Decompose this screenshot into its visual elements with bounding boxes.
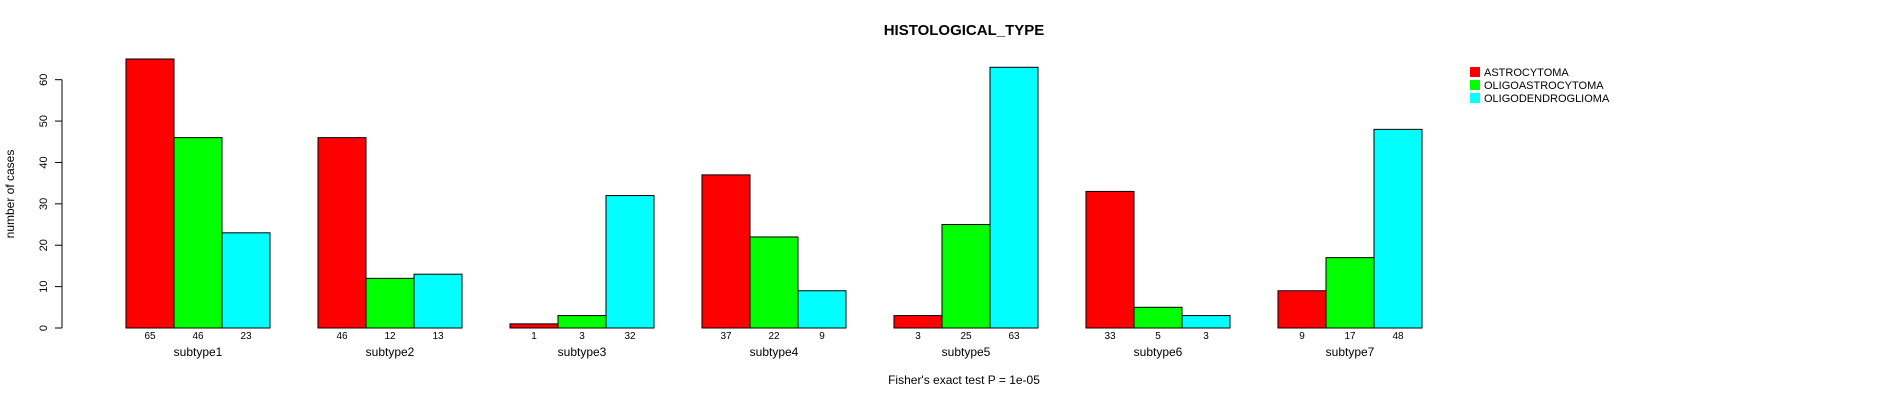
bar [989, 66, 1039, 329]
data-label: 23 [240, 331, 252, 342]
data-label: 33 [1104, 331, 1116, 342]
bar [317, 137, 367, 329]
bar [605, 195, 655, 329]
data-label: 37 [720, 331, 732, 342]
category-label: subtype3 [558, 345, 607, 359]
legend-swatch [1470, 93, 1480, 103]
data-label: 13 [432, 331, 444, 342]
data-label: 25 [960, 331, 972, 342]
bar [413, 273, 463, 329]
bar-group-subtype3: 1 3 32 subtype3 [509, 195, 655, 359]
bar [557, 315, 607, 329]
data-label: 17 [1344, 331, 1356, 342]
bar [1085, 190, 1135, 329]
bar [125, 58, 175, 329]
y-tick-label: 60 [38, 74, 50, 86]
data-label: 46 [336, 331, 348, 342]
legend: ASTROCYTOMAOLIGOASTROCYTOMAOLIGODENDROGL… [1470, 67, 1610, 105]
bar [173, 137, 223, 329]
bar-group-subtype7: 9 17 48 subtype7 [1277, 128, 1423, 359]
bar [941, 224, 991, 329]
data-label: 1 [531, 331, 537, 342]
legend-label: ASTROCYTOMA [1484, 67, 1569, 79]
data-label: 3 [579, 331, 585, 342]
bar [749, 236, 799, 329]
legend-swatch [1470, 80, 1480, 90]
bar [1277, 290, 1327, 329]
data-label: 63 [1008, 331, 1020, 342]
y-tick-label: 10 [38, 280, 50, 292]
data-label: 9 [1299, 331, 1305, 342]
bar [509, 323, 559, 329]
data-label: 48 [1392, 331, 1404, 342]
bar [797, 290, 847, 329]
category-label: subtype1 [174, 345, 223, 359]
bar-group-subtype6: 33 5 3 subtype6 [1085, 190, 1231, 359]
category-label: subtype7 [1326, 345, 1375, 359]
bar-group-subtype4: 37 22 9 subtype4 [701, 174, 847, 359]
bar-group-subtype5: 3 25 63 subtype5 [893, 66, 1039, 359]
bar [1181, 315, 1231, 329]
bar [1373, 128, 1423, 329]
bar [701, 174, 751, 329]
bar [365, 277, 415, 329]
y-axis-label: number of cases [3, 150, 17, 239]
data-label: 3 [1203, 331, 1209, 342]
data-label: 46 [192, 331, 204, 342]
chart-title: HISTOLOGICAL_TYPE [884, 22, 1045, 39]
data-label: 3 [915, 331, 921, 342]
data-label: 22 [768, 331, 780, 342]
category-label: subtype5 [942, 345, 991, 359]
data-label: 5 [1155, 331, 1161, 342]
bar [1325, 257, 1375, 329]
data-label: 32 [624, 331, 636, 342]
legend-label: OLIGOASTROCYTOMA [1484, 80, 1604, 92]
y-tick-label: 50 [38, 115, 50, 127]
bar-group-subtype1: 65 46 23 subtype1 [125, 58, 271, 359]
category-label: subtype6 [1134, 345, 1183, 359]
data-label: 9 [819, 331, 825, 342]
y-tick-label: 30 [38, 198, 50, 210]
legend-label: OLIGODENDROGLIOMA [1484, 93, 1610, 105]
data-label: 65 [144, 331, 156, 342]
category-label: subtype4 [750, 345, 799, 359]
legend-swatch [1470, 67, 1480, 77]
data-label: 12 [384, 331, 396, 342]
bar-group-subtype2: 46 12 13 subtype2 [317, 137, 463, 359]
y-tick-label: 0 [38, 325, 50, 331]
bar [221, 232, 271, 329]
bar [893, 315, 943, 329]
y-tick-label: 40 [38, 156, 50, 168]
bar [1133, 306, 1183, 329]
y-tick-label: 20 [38, 239, 50, 251]
fisher-test-note: Fisher's exact test P = 1e-05 [888, 373, 1040, 387]
y-axis: 0 10 20 30 40 50 60 [38, 74, 63, 331]
category-label: subtype2 [366, 345, 415, 359]
